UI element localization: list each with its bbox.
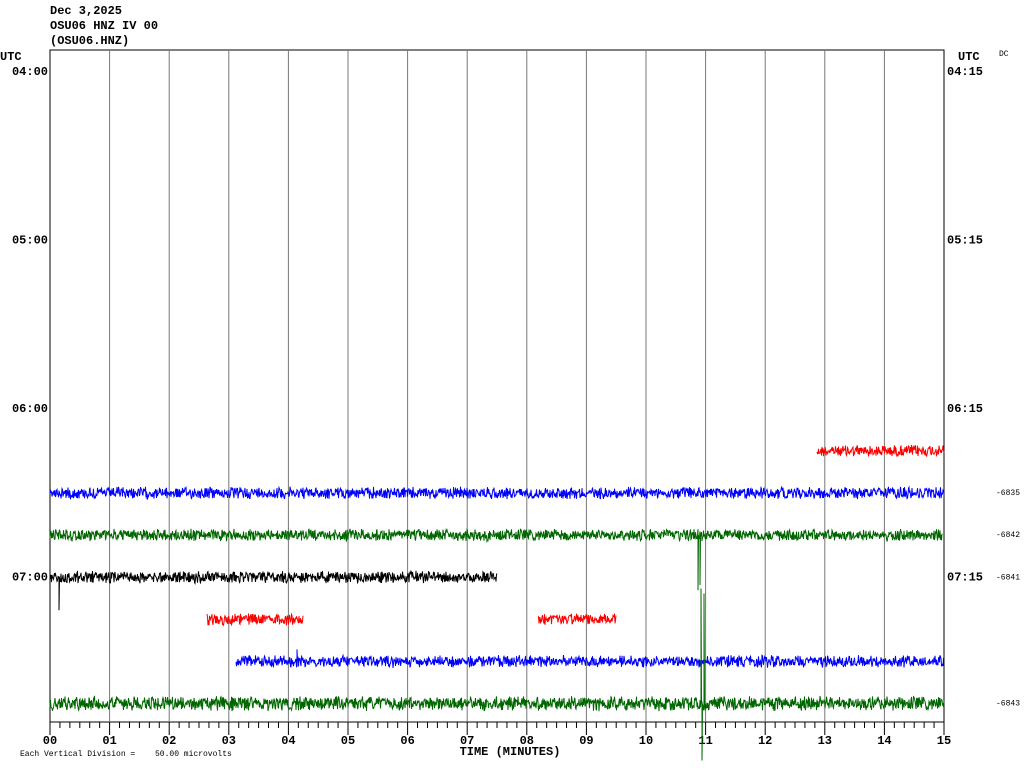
x-tick-label: 11 [698,734,712,748]
station: OSU06 HNZ IV 00 [50,19,158,33]
x-tick-label: 04 [281,734,295,748]
footer-scale: Each Vertical Division = [20,750,135,759]
x-tick-label: 13 [818,734,832,748]
x-tick-label: 08 [520,734,534,748]
x-axis-title: TIME (MINUTES) [460,745,561,759]
waveform [816,444,945,458]
footer-value: 50.00 microvolts [155,750,232,759]
waveform [49,588,945,761]
mode: DC [999,50,1009,59]
right-axis-title: UTC [958,50,980,64]
left-time-label: 04:00 [12,65,48,79]
x-tick-label: 06 [400,734,414,748]
channel: (OSU06.HNZ) [50,34,129,48]
x-tick-label: 02 [162,734,176,748]
x-tick-label: 12 [758,734,772,748]
trace-label: -6835 [996,489,1020,498]
x-tick-label: 03 [222,734,236,748]
trace-label: -6842 [996,531,1020,540]
x-tick-label: 00 [43,734,57,748]
right-time-label: 07:15 [947,570,983,584]
x-tick-label: 14 [877,734,891,748]
waveform [537,613,617,625]
waveform [49,485,945,500]
waveform [49,527,943,591]
waveform [49,569,498,611]
x-tick-label: 09 [579,734,593,748]
waveform [235,649,945,669]
x-tick-label: 07 [460,734,474,748]
x-tick-label: 15 [937,734,951,748]
x-tick-label: 01 [102,734,116,748]
waveform [206,612,304,627]
left-axis-title: UTC [0,50,22,64]
x-tick-label: 10 [639,734,653,748]
trace-label: -6841 [996,573,1020,582]
left-time-label: 05:00 [12,234,48,248]
left-time-label: 06:00 [12,402,48,416]
left-time-label: 07:00 [12,570,48,584]
x-tick-label: 05 [341,734,355,748]
right-time-label: 04:15 [947,65,983,79]
trace-label: -6843 [996,700,1020,709]
right-time-label: 05:15 [947,234,983,248]
right-time-label: 06:15 [947,402,983,416]
date: Dec 3,2025 [50,4,122,18]
